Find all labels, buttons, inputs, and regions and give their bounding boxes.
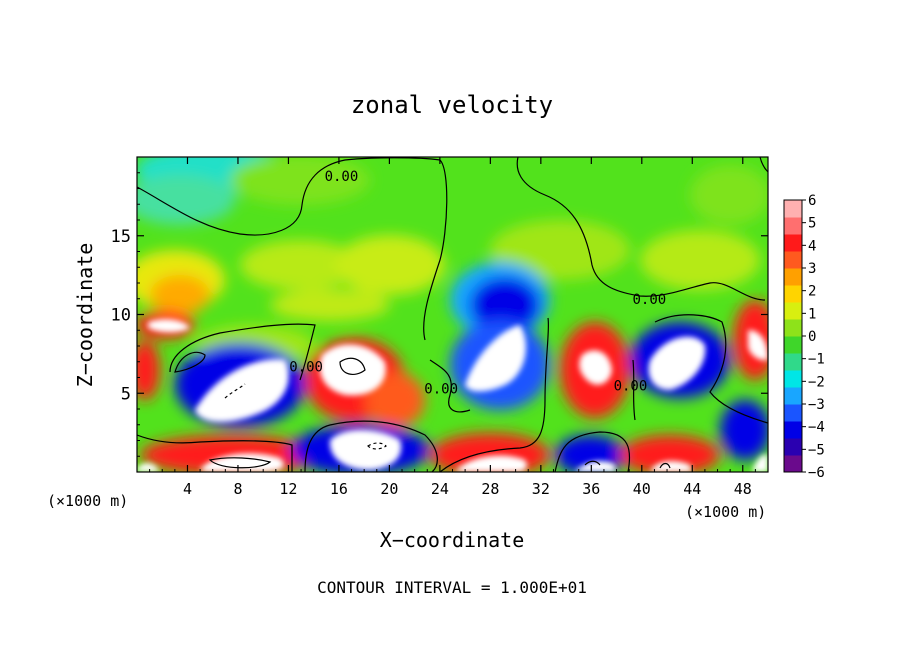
colorbar-swatch xyxy=(784,200,802,218)
colorbar-swatch xyxy=(784,370,802,388)
x-axis: 4 8 12 16 20 24 28 32 36 40 44 48 xyxy=(149,157,756,498)
colorbar-swatch xyxy=(784,387,802,405)
x-unit-left: (×1000 m) xyxy=(47,492,128,510)
colorbar-tick-label: 4 xyxy=(808,238,816,254)
colorbar-swatch xyxy=(784,268,802,286)
colorbar-swatch xyxy=(784,353,802,371)
colorbar: 6 5 4 3 2 1 0 −1 −2 −3 −4 −5 −6 xyxy=(783,193,825,481)
contour-lines xyxy=(137,157,768,472)
colorbar-tick-label: 1 xyxy=(808,306,816,322)
contour-label: 0.00 xyxy=(325,169,359,185)
colorbar-swatch xyxy=(784,302,802,320)
x-tick-label: 40 xyxy=(633,480,651,498)
colorbar-tick-label: −1 xyxy=(808,352,825,368)
colorbar-tick-label: −2 xyxy=(808,374,825,390)
y-tick-label: 15 xyxy=(111,227,131,247)
contour-interval-note: CONTOUR INTERVAL = 1.000E+01 xyxy=(317,578,587,597)
y-tick-label: 5 xyxy=(121,384,131,404)
colorbar-tick-label: 0 xyxy=(808,329,816,345)
x-tick-label: 12 xyxy=(279,480,297,498)
colorbar-swatch xyxy=(784,421,802,439)
colorbar-swatch xyxy=(784,455,802,473)
colorbar-tick-label: 5 xyxy=(808,216,816,232)
contour-label: 0.00 xyxy=(633,292,667,308)
x-tick-label: 28 xyxy=(481,480,499,498)
x-tick-label: 4 xyxy=(183,480,192,498)
colorbar-swatch xyxy=(784,319,802,337)
x-tick-label: 24 xyxy=(431,480,449,498)
colorbar-swatch xyxy=(784,438,802,456)
colorbar-tick-label: −5 xyxy=(808,442,825,458)
contour-label: 0.00 xyxy=(289,359,323,375)
contour-label: 0.00 xyxy=(614,378,648,394)
x-tick-label: 48 xyxy=(734,480,752,498)
x-tick-label: 16 xyxy=(330,480,348,498)
y-axis: 5 10 15 xyxy=(111,172,768,457)
colorbar-swatch xyxy=(784,251,802,269)
colorbar-tick-label: −4 xyxy=(808,420,825,436)
colorbar-tick-label: −3 xyxy=(808,397,825,413)
x-tick-label: 20 xyxy=(380,480,398,498)
colorbar-swatch xyxy=(784,217,802,235)
plot-area: 0.00 0.00 0.00 0.00 0.00 xyxy=(137,157,768,472)
colorbar-tick-label: 3 xyxy=(808,261,816,277)
y-axis-label: Z−coordinate xyxy=(73,243,97,388)
colorbar-swatch xyxy=(784,404,802,422)
contour-label-layer: 0.00 0.00 0.00 0.00 0.00 xyxy=(289,169,666,398)
colorbar-swatch xyxy=(784,336,802,354)
x-unit-right: (×1000 m) xyxy=(685,503,766,521)
colorbar-tick-label: 2 xyxy=(808,284,816,300)
x-tick-label: 32 xyxy=(532,480,550,498)
contour-label: 0.00 xyxy=(424,382,458,398)
colorbar-swatch xyxy=(784,285,802,303)
x-tick-label: 44 xyxy=(683,480,701,498)
x-tick-label: 36 xyxy=(582,480,600,498)
y-tick-label: 10 xyxy=(111,306,131,326)
x-tick-label: 8 xyxy=(233,480,242,498)
colorbar-tick-label: −6 xyxy=(808,465,825,481)
chart-title: zonal velocity xyxy=(351,91,553,119)
colorbar-tick-label: 6 xyxy=(808,193,816,209)
colorbar-swatch xyxy=(784,234,802,252)
x-axis-label: X−coordinate xyxy=(380,528,525,552)
